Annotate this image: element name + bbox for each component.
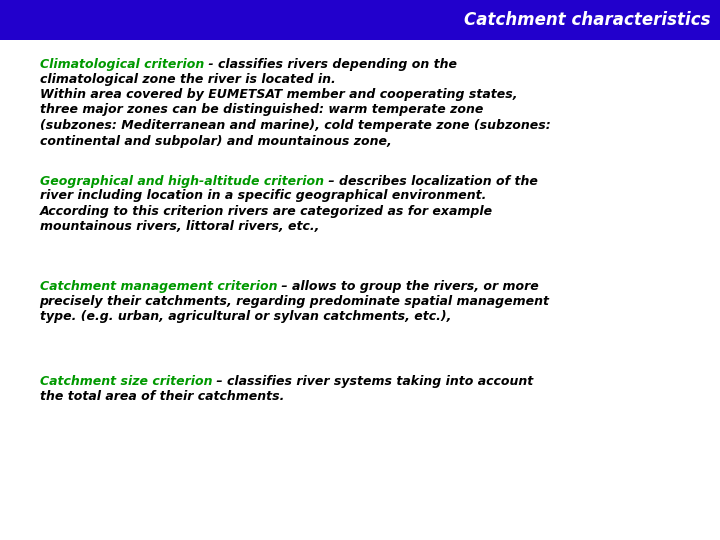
- Text: – classifies river systems taking into account: – classifies river systems taking into a…: [212, 375, 534, 388]
- Text: Geographical and high-altitude criterion: Geographical and high-altitude criterion: [40, 175, 323, 188]
- Text: – allows to group the rivers, or more: – allows to group the rivers, or more: [277, 280, 539, 293]
- Text: Catchment characteristics: Catchment characteristics: [464, 11, 710, 29]
- Text: Climatological criterion: Climatological criterion: [40, 58, 204, 71]
- Text: climatological zone the river is located in.
Within area covered by EUMETSAT mem: climatological zone the river is located…: [40, 72, 550, 147]
- Text: Catchment size criterion: Catchment size criterion: [40, 375, 212, 388]
- Text: precisely their catchments, regarding predominate spatial management
type. (e.g.: precisely their catchments, regarding pr…: [40, 294, 549, 323]
- Text: river including location in a specific geographical environment.
According to th: river including location in a specific g…: [40, 190, 492, 233]
- Text: the total area of their catchments.: the total area of their catchments.: [40, 389, 284, 402]
- Text: – describes localization of the: – describes localization of the: [323, 175, 537, 188]
- Text: Catchment management criterion: Catchment management criterion: [40, 280, 277, 293]
- Bar: [0, 0, 720, 40]
- Text: - classifies rivers depending on the: - classifies rivers depending on the: [204, 58, 457, 71]
